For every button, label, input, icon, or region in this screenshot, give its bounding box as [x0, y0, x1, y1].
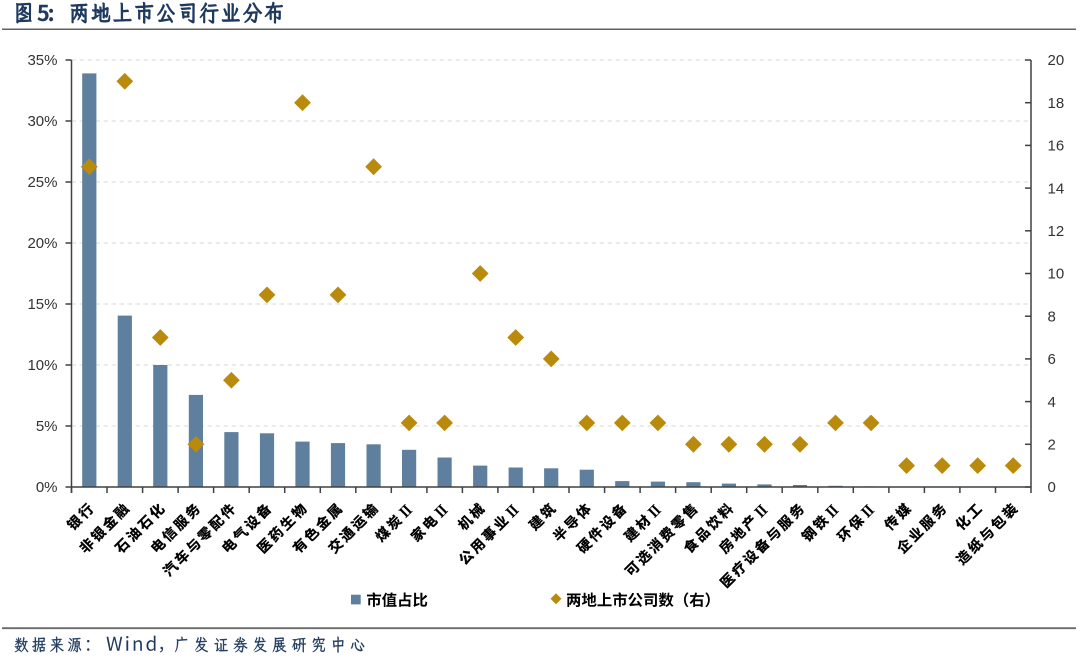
svg-text:0%: 0% [36, 479, 58, 496]
svg-text:25%: 25% [27, 174, 57, 191]
svg-text:14: 14 [1048, 180, 1065, 197]
svg-text:8: 8 [1048, 308, 1056, 325]
svg-text:16: 16 [1048, 138, 1065, 155]
svg-text:20: 20 [1048, 52, 1065, 69]
svg-text:12: 12 [1048, 223, 1065, 240]
svg-text:0: 0 [1048, 479, 1056, 496]
svg-text:20%: 20% [27, 235, 57, 252]
svg-text:15%: 15% [27, 296, 57, 313]
svg-text:5%: 5% [36, 418, 58, 435]
svg-text:30%: 30% [27, 113, 57, 130]
svg-text:10%: 10% [27, 357, 57, 374]
svg-text:4: 4 [1048, 394, 1056, 411]
svg-text:10: 10 [1048, 266, 1065, 283]
svg-text:6: 6 [1048, 351, 1056, 368]
svg-text:2: 2 [1048, 437, 1056, 454]
svg-text:18: 18 [1048, 95, 1065, 112]
svg-text:35%: 35% [27, 52, 57, 69]
